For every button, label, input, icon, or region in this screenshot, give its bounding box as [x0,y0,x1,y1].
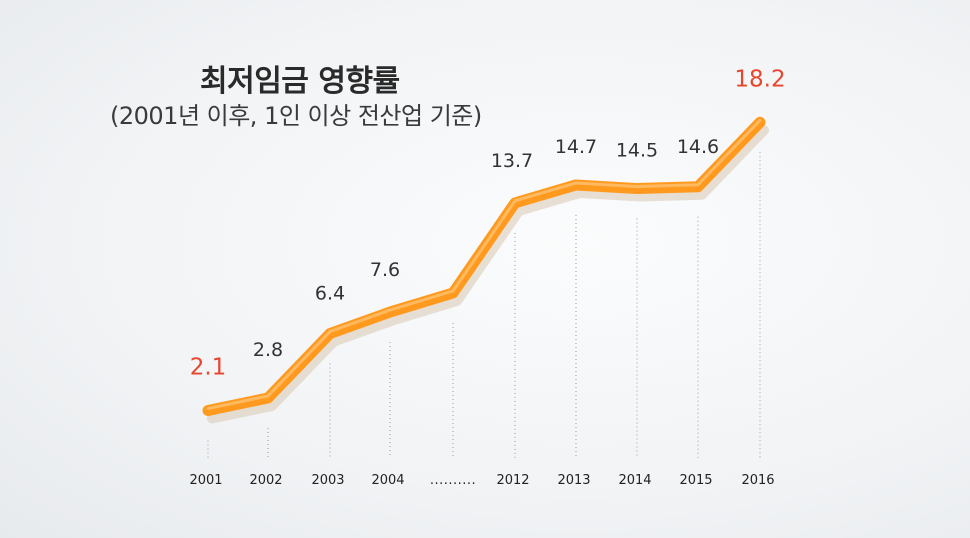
series-line-shadow [207,125,769,424]
data-label: 14.5 [616,140,658,162]
x-tick-label: 2015 [679,473,712,488]
x-tick-label: 2012 [496,473,529,488]
data-label: 2.8 [253,339,283,361]
x-tick-label: 2013 [557,473,590,488]
chart-title: 최저임금 영향률 [200,64,400,99]
data-label: 13.7 [491,150,533,172]
x-tick-label: 2016 [741,473,774,488]
series-line-highlight [206,118,762,410]
x-tick-label: 2003 [311,473,344,488]
data-label: 7.6 [370,259,400,281]
chart-subtitle: (2001년 이후, 1인 이상 전산업 기준) [110,102,482,130]
x-tick-label: 2001 [189,473,222,488]
x-tick-label: 2004 [371,473,404,488]
x-tick-label: 2002 [249,473,282,488]
data-label: 14.6 [677,136,719,158]
data-label: 18.2 [734,66,785,92]
data-label: 6.4 [315,283,345,305]
data-label: 14.7 [555,136,597,158]
x-tick-label: .......... [430,473,476,488]
x-tick-label: 2014 [618,473,651,488]
data-label: 2.1 [190,355,227,381]
